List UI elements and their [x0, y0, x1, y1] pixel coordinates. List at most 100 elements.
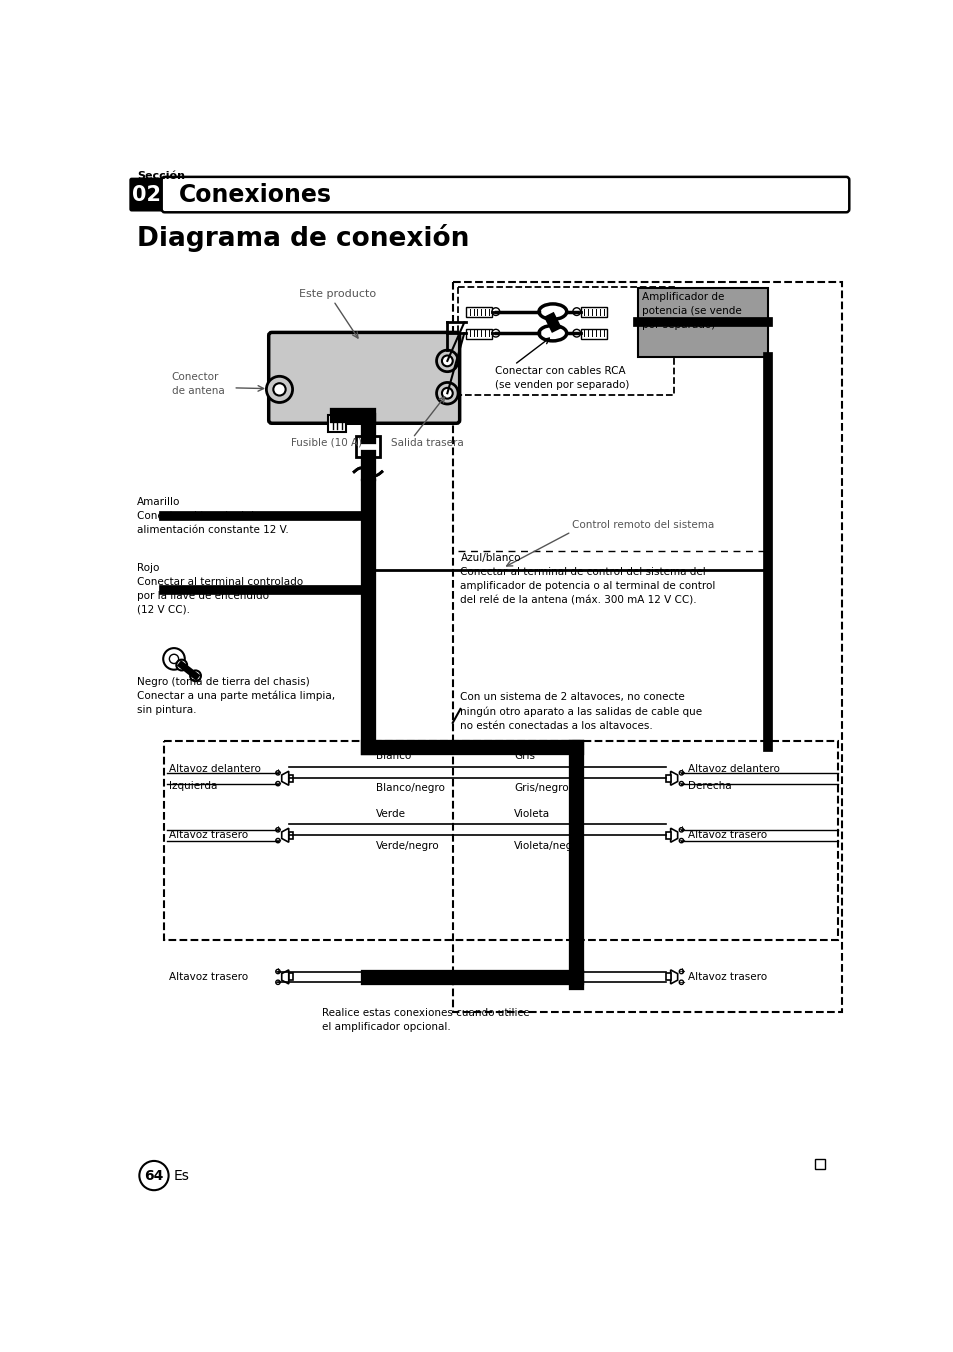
Text: Verde: Verde	[375, 808, 405, 819]
Text: Derecha: Derecha	[688, 781, 731, 791]
Text: Conexiones: Conexiones	[178, 183, 332, 207]
Text: Altavoz delantero: Altavoz delantero	[170, 764, 261, 773]
Circle shape	[441, 388, 453, 399]
Circle shape	[436, 350, 457, 372]
Bar	[457, 287, 673, 395]
Circle shape	[572, 330, 580, 337]
Circle shape	[274, 383, 285, 396]
Text: +: +	[678, 967, 684, 976]
Text: Blanco: Blanco	[375, 750, 411, 761]
Circle shape	[679, 827, 683, 831]
Text: Es: Es	[173, 1168, 190, 1183]
Bar	[637, 288, 767, 357]
Text: +: +	[274, 967, 281, 976]
Bar	[328, 415, 346, 431]
Bar	[580, 307, 606, 316]
Bar	[665, 831, 670, 838]
Circle shape	[572, 308, 580, 315]
Text: Negro (toma de tierra del chasis)
Conectar a una parte metálica limpia,
sin pint: Negro (toma de tierra del chasis) Conect…	[137, 676, 335, 715]
Circle shape	[139, 1161, 169, 1190]
Text: Realice estas conexiones cuando utilice
el amplificador opcional.: Realice estas conexiones cuando utilice …	[321, 1007, 529, 1032]
Text: Gris/negro: Gris/negro	[514, 783, 568, 792]
Circle shape	[190, 671, 201, 681]
Text: Altavoz trasero: Altavoz trasero	[688, 830, 766, 840]
Circle shape	[436, 383, 457, 404]
Circle shape	[492, 308, 499, 315]
Ellipse shape	[538, 326, 566, 341]
FancyBboxPatch shape	[130, 177, 163, 211]
Text: Altavoz delantero: Altavoz delantero	[688, 764, 780, 773]
Text: 02: 02	[132, 185, 161, 204]
Text: −: −	[274, 779, 281, 788]
Bar	[453, 281, 841, 1011]
Polygon shape	[281, 771, 289, 786]
Polygon shape	[670, 829, 677, 842]
Circle shape	[176, 660, 187, 671]
Text: Blanco/negro: Blanco/negro	[375, 783, 444, 792]
Text: Amarillo
Conectar al terminal de
alimentación constante 12 V.: Amarillo Conectar al terminal de aliment…	[137, 498, 289, 535]
Circle shape	[275, 980, 280, 984]
Circle shape	[441, 356, 453, 366]
Text: Fusible (10 A): Fusible (10 A)	[291, 438, 362, 448]
Text: +: +	[274, 825, 281, 834]
Bar	[465, 307, 492, 316]
Bar	[814, 1159, 824, 1169]
Text: Control remoto del sistema: Control remoto del sistema	[572, 521, 714, 530]
Text: −: −	[678, 836, 684, 845]
Bar	[665, 775, 670, 781]
Circle shape	[492, 330, 499, 337]
Bar	[355, 435, 380, 457]
FancyBboxPatch shape	[161, 177, 848, 212]
Circle shape	[275, 771, 280, 775]
Text: Sección: Sección	[137, 172, 185, 181]
Text: Verde/negro: Verde/negro	[375, 841, 439, 852]
Text: Altavoz trasero: Altavoz trasero	[170, 830, 248, 840]
Text: Gris: Gris	[514, 750, 535, 761]
Circle shape	[679, 980, 683, 984]
Text: Conector
de antena: Conector de antena	[172, 372, 224, 396]
Circle shape	[275, 969, 280, 973]
Polygon shape	[281, 969, 289, 984]
Text: Diagrama de conexión: Diagrama de conexión	[137, 224, 469, 251]
Circle shape	[679, 969, 683, 973]
Text: +: +	[678, 825, 684, 834]
Text: −: −	[678, 779, 684, 788]
Text: Violeta/negro: Violeta/negro	[514, 841, 583, 852]
Circle shape	[275, 781, 280, 786]
Circle shape	[163, 648, 185, 669]
Text: Altavoz trasero: Altavoz trasero	[688, 972, 766, 982]
Bar	[465, 329, 492, 338]
Circle shape	[679, 771, 683, 775]
Text: −: −	[678, 977, 684, 987]
Text: Conectar con cables RCA
(se venden por separado): Conectar con cables RCA (se venden por s…	[495, 366, 629, 391]
Bar	[289, 831, 293, 838]
Bar	[665, 973, 670, 980]
Text: Este producto: Este producto	[298, 289, 375, 299]
Text: 64: 64	[144, 1168, 164, 1183]
Text: Azul/blanco
Conectar al terminal de control del sistema del
amplificador de pote: Azul/blanco Conectar al terminal de cont…	[460, 553, 715, 606]
Text: Con un sistema de 2 altavoces, no conecte
ningún otro aparato a las salidas de c: Con un sistema de 2 altavoces, no conect…	[460, 692, 701, 730]
Text: +: +	[274, 768, 281, 777]
Text: Violeta: Violeta	[514, 808, 550, 819]
Ellipse shape	[538, 304, 566, 319]
Text: Salida trasera: Salida trasera	[391, 438, 463, 448]
Text: Altavoz trasero: Altavoz trasero	[170, 972, 248, 982]
Text: Izquierda: Izquierda	[170, 781, 217, 791]
Bar	[580, 329, 606, 338]
Text: −: −	[274, 977, 281, 987]
Text: Rojo
Conectar al terminal controlado
por la llave de encendido
(12 V CC).: Rojo Conectar al terminal controlado por…	[137, 562, 303, 615]
Circle shape	[170, 654, 178, 664]
Text: +: +	[678, 768, 684, 777]
Circle shape	[679, 781, 683, 786]
Circle shape	[266, 376, 293, 403]
Bar	[289, 973, 293, 980]
Bar	[289, 775, 293, 781]
Circle shape	[679, 838, 683, 842]
Polygon shape	[281, 829, 289, 842]
FancyBboxPatch shape	[269, 333, 459, 423]
Bar	[164, 741, 837, 940]
Text: Amplificador de
potencia (se vende
por separado): Amplificador de potencia (se vende por s…	[641, 292, 741, 330]
Circle shape	[275, 838, 280, 842]
Circle shape	[275, 827, 280, 831]
Polygon shape	[670, 771, 677, 786]
